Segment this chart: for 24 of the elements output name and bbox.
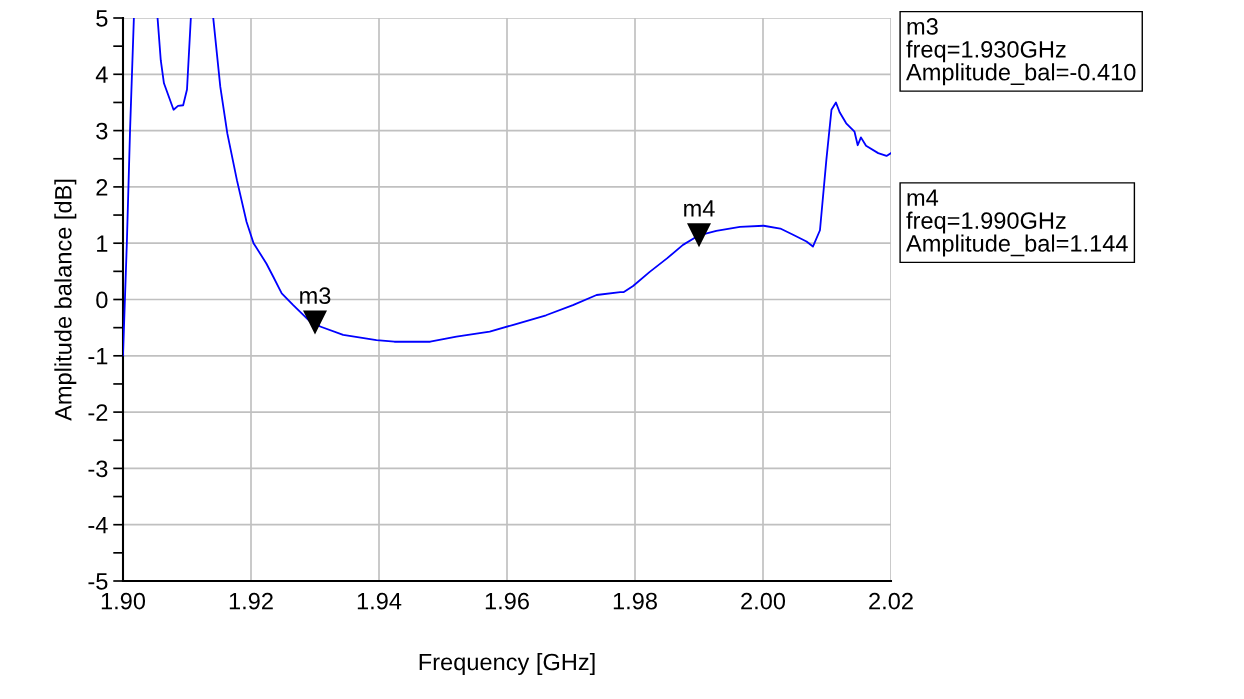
annotation: m4: [684, 200, 715, 217]
y-tick-label: 5: [96, 10, 108, 27]
y-tick-label: 4: [95, 66, 108, 83]
y-tick-label: 3: [96, 122, 108, 140]
y-tick-label: 2: [96, 178, 108, 196]
y-tick-label: -5: [88, 573, 108, 590]
y-tick-label: -4: [88, 517, 108, 534]
x-tick-label: 1.98: [613, 592, 657, 610]
x-tick-label: 1.90: [101, 592, 146, 610]
y-tick-label: 1: [97, 235, 108, 252]
y-tick-label: -2: [88, 404, 108, 421]
text: m4 freq=1.990GHz Amplitude_bal=1.144: [906, 189, 1128, 257]
x-tick-label: 1.96: [485, 592, 529, 610]
y-axis-title: Amplitude balance [dB]: [54, 179, 77, 421]
y-tick-label: -1: [88, 348, 108, 365]
y-tick-label: 0: [96, 291, 108, 309]
text: m3 freq=1.930GHz Amplitude_bal=-0.410: [906, 18, 1136, 86]
x-tick-label: 2.00: [741, 592, 786, 610]
x-tick-label: 1.92: [229, 592, 273, 610]
annotation: m3: [300, 287, 331, 305]
y-tick-label: -3: [88, 460, 108, 478]
x-tick-label: 1.94: [357, 592, 402, 610]
x-tick-label: 2.02: [869, 592, 913, 610]
x-axis-title: Frequency [GHz]: [419, 653, 595, 676]
